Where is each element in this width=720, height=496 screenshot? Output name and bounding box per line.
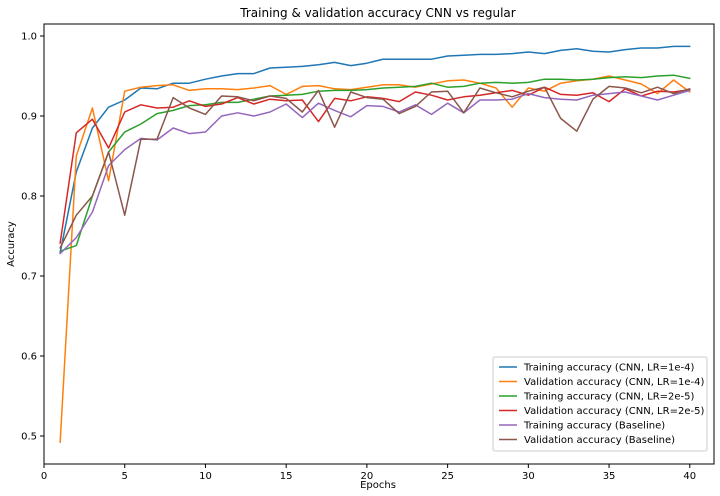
series-line-3 [59, 74, 691, 252]
x-tick-label-6: 25 [441, 471, 454, 482]
x-tick-label-8: 35 [603, 471, 616, 482]
x-tick-label-7: 30 [522, 471, 535, 482]
x-tick-label-1: 0 [41, 471, 47, 482]
y-tick-label-4: 0.8 [21, 192, 37, 203]
x-tick-label-9: 40 [683, 471, 696, 482]
legend-label-6: Validation accuracy (Baseline) [524, 435, 675, 446]
legend-label-1: Training accuracy (CNN, LR=1e-4) [523, 363, 695, 374]
legend: Training accuracy (CNN, LR=1e-4) Validati… [492, 356, 708, 452]
series-line-6 [59, 85, 691, 249]
plot-frame [43, 23, 715, 465]
chart-title: Training & validation accuracy CNN vs re… [239, 6, 515, 20]
legend-label-2: Validation accuracy (CNN, LR=1e-4) [524, 377, 704, 388]
y-tick-label-3: 0.7 [21, 272, 37, 283]
x-tick-label-3: 10 [199, 471, 212, 482]
legend-label-4: Validation accuracy (CNN, LR=2e-5) [524, 406, 704, 417]
y-axis-label: Accuracy [6, 221, 17, 267]
series-line-1 [59, 45, 691, 254]
y-tick-label-1: 0.5 [21, 432, 37, 443]
series-line-4 [59, 86, 691, 244]
x-tick-label-4: 15 [280, 471, 293, 482]
x-axis-label: Epochs [360, 480, 396, 491]
legend-label-5: Training accuracy (Baseline) [523, 421, 665, 432]
y-tick-label-5: 0.9 [21, 112, 37, 123]
legend-label-3: Training accuracy (CNN, LR=2e-5) [523, 392, 695, 403]
plot-area [59, 45, 691, 444]
y-axis-ticks: 0.5 0.6 0.7 0.8 0.9 1.0 [21, 32, 44, 443]
legend-box [492, 356, 708, 452]
series-line-5 [59, 89, 691, 255]
y-tick-label-2: 0.6 [21, 352, 37, 363]
x-axis-ticks: 0 5 10 15 20 25 30 35 40 [41, 464, 696, 482]
x-tick-label-5: 20 [361, 471, 374, 482]
y-tick-label-6: 1.0 [21, 32, 37, 43]
x-tick-label-2: 5 [122, 471, 128, 482]
